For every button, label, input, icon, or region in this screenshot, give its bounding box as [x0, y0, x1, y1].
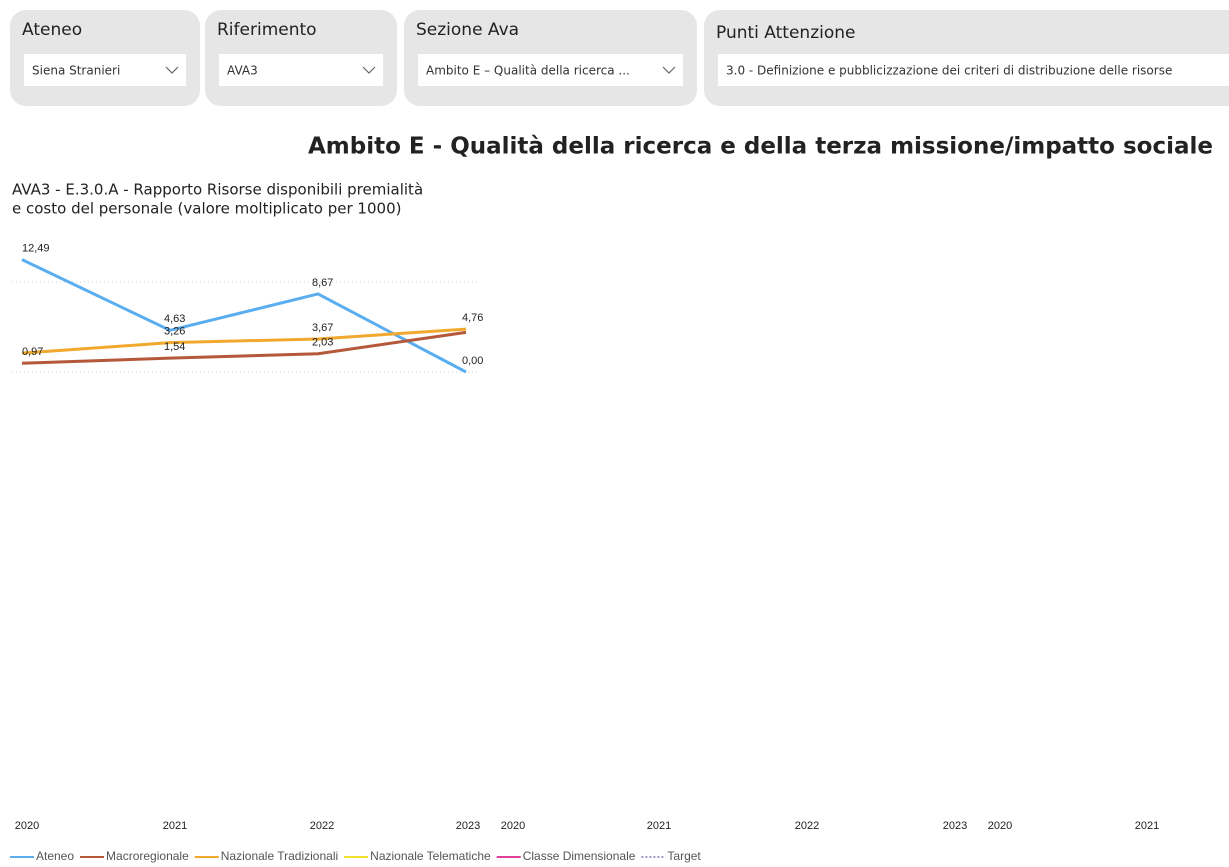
legend-label: Macroregionale: [106, 849, 189, 863]
data-label: 3,26: [164, 326, 185, 338]
x-tick-label: 2022: [310, 820, 334, 832]
filter-label: Ateneo: [22, 20, 82, 40]
page-title: Ambito E - Qualità della ricerca e della…: [308, 134, 1213, 160]
dropdown-value: Siena Stranieri: [32, 64, 120, 78]
x-tick-label: 2020: [501, 820, 525, 832]
x-tick-label: 2020: [988, 820, 1012, 832]
dropdown-value: AVA3: [227, 64, 258, 78]
series-line: [21, 327, 467, 355]
data-label: 0,00: [462, 355, 483, 367]
legend-label: Nazionale Telematiche: [370, 849, 491, 863]
x-tick-label: 2021: [647, 820, 671, 832]
filter-label: Punti Attenzione: [716, 23, 855, 43]
x-tick-label: 2020: [15, 820, 39, 832]
series-line: [21, 330, 467, 365]
dropdown[interactable]: [418, 54, 683, 86]
x-tick-label: 2021: [1135, 820, 1159, 832]
legend-label: Classe Dimensionale: [523, 849, 636, 863]
dropdown-value: Ambito E – Qualità della ricerca ...: [426, 64, 630, 78]
chart-title: AVA3 - E.3.0.A - Rapporto Risorse dispon…: [12, 181, 423, 199]
legend-label: Nazionale Tradizionali: [221, 849, 338, 863]
dropdown-value: 3.0 - Definizione e pubblicizzazione dei…: [726, 64, 1172, 78]
data-label: 8,67: [312, 277, 333, 289]
data-label: 3,67: [312, 322, 333, 334]
data-label: 1,54: [164, 341, 185, 353]
filter-label: Riferimento: [217, 20, 317, 40]
data-label: 0,97: [22, 346, 43, 358]
x-tick-label: 2021: [163, 820, 187, 832]
x-tick-label: 2023: [943, 820, 967, 832]
data-label: 12,49: [22, 242, 50, 254]
x-tick-label: 2022: [795, 820, 819, 832]
dropdown[interactable]: [219, 54, 383, 86]
data-label: 2,03: [312, 337, 333, 349]
chart-title: e costo del personale (valore moltiplica…: [12, 200, 401, 218]
legend-label: Ateneo: [36, 849, 74, 863]
dropdown[interactable]: [24, 54, 186, 86]
x-tick-label: 2023: [456, 820, 480, 832]
data-label: 4,76: [462, 312, 483, 324]
dropdown-chevron: [662, 66, 676, 74]
legend-label: Target: [667, 849, 701, 863]
dropdown[interactable]: [718, 54, 1229, 86]
filter-label: Sezione Ava: [416, 20, 519, 40]
dropdown-chevron: [362, 66, 376, 74]
data-label: 4,63: [164, 313, 185, 325]
dropdown-chevron: [165, 66, 179, 74]
